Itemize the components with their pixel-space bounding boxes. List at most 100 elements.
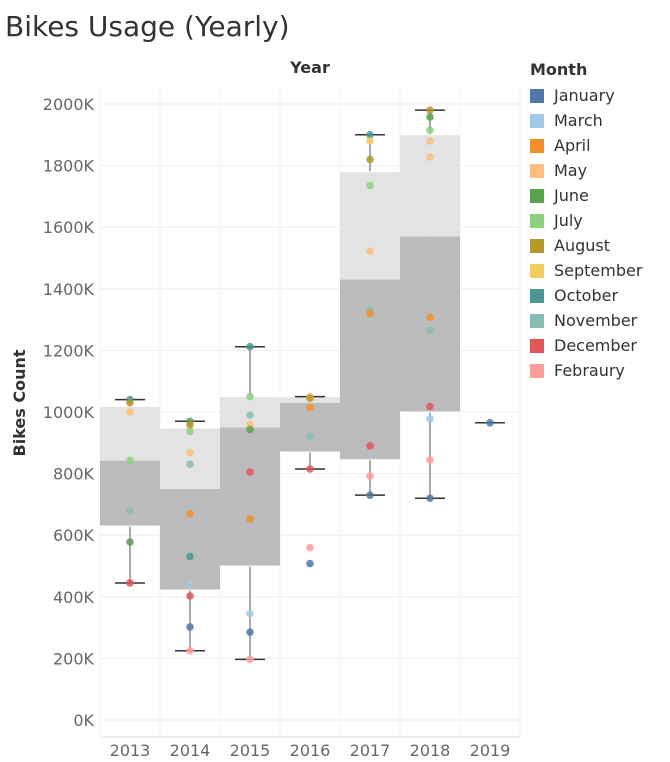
legend-item-april[interactable]: April — [530, 133, 642, 158]
legend-item-may[interactable]: May — [530, 158, 642, 183]
y-tick-label: 0K — [73, 711, 94, 730]
legend-swatch — [530, 238, 544, 253]
point-april — [366, 309, 374, 318]
point-may — [186, 448, 194, 457]
legend-item-december[interactable]: December — [530, 333, 642, 358]
point-october — [246, 342, 254, 351]
legend-swatch — [530, 88, 544, 103]
legend-item-september[interactable]: September — [530, 258, 642, 283]
legend-swatch — [530, 313, 544, 328]
point-april — [186, 509, 194, 518]
point-january — [186, 623, 194, 631]
point-august — [306, 394, 314, 402]
y-tick-label: 600K — [53, 526, 95, 545]
legend-item-october[interactable]: October — [530, 283, 642, 308]
point-july — [426, 126, 434, 134]
legend-label: December — [554, 336, 637, 355]
point-june — [126, 538, 134, 546]
legend-label: July — [554, 211, 583, 230]
point-november — [126, 507, 134, 515]
box-2018 — [400, 109, 460, 499]
legend-swatch — [530, 363, 544, 378]
point-november — [306, 432, 314, 441]
legend-item-january[interactable]: January — [530, 83, 642, 108]
point-may — [426, 153, 434, 161]
legend-label: September — [554, 261, 643, 280]
legend-swatch — [530, 288, 544, 303]
y-tick-label: 400K — [53, 588, 95, 607]
point-january — [486, 418, 494, 427]
box-2017 — [340, 134, 400, 496]
x-tick-label: 2014 — [170, 741, 211, 760]
point-august — [186, 421, 194, 429]
point-october — [186, 552, 194, 561]
legend-item-march[interactable]: March — [530, 108, 642, 133]
legend-item-july[interactable]: July — [530, 208, 642, 233]
point-febraury — [186, 646, 194, 655]
legend-swatch — [530, 188, 544, 203]
point-august — [126, 398, 134, 407]
point-december — [306, 465, 314, 473]
point-febraury — [426, 455, 434, 464]
x-tick-label: 2015 — [230, 741, 271, 760]
upper-box — [160, 428, 220, 489]
point-march — [426, 414, 434, 423]
point-january — [426, 494, 434, 503]
legend-label: June — [554, 186, 589, 205]
point-november — [426, 326, 434, 335]
y-tick-label: 1200K — [43, 341, 95, 360]
point-december — [246, 468, 254, 476]
point-july — [186, 427, 194, 436]
y-tick-label: 2000K — [43, 95, 95, 114]
legend-label: November — [554, 311, 638, 330]
y-tick-label: 1800K — [43, 157, 95, 176]
point-december — [126, 579, 134, 587]
y-tick-label: 200K — [53, 649, 95, 668]
x-tick-label: 2016 — [290, 741, 331, 760]
data-points — [126, 106, 494, 664]
lower-box — [220, 427, 280, 566]
y-axis-ticks: 0K 200K 400K 600K 800K 1000K 1200K 1400K 1600K 18… — [43, 95, 95, 730]
point-november — [186, 460, 194, 469]
point-febraury — [306, 543, 314, 552]
point-may — [126, 408, 134, 416]
legend-title: Month — [530, 60, 588, 79]
y-tick-label: 1000K — [43, 403, 95, 422]
point-april — [426, 313, 434, 321]
point-december — [426, 402, 434, 411]
legend-label: March — [554, 111, 603, 130]
point-january — [366, 491, 374, 499]
legend-swatch — [530, 263, 544, 278]
y-tick-label: 1600K — [43, 218, 95, 237]
legend-item-august[interactable]: August — [530, 233, 642, 258]
upper-box — [400, 134, 460, 237]
x-tick-label: 2018 — [410, 741, 451, 760]
point-may — [246, 420, 254, 429]
point-august — [426, 106, 434, 114]
upper-box — [340, 171, 400, 280]
lower-box — [400, 236, 460, 412]
point-march — [246, 609, 254, 618]
y-tick-label: 800K — [53, 465, 95, 484]
column-header: Year — [289, 58, 330, 77]
legend-item-febraury[interactable]: Febraury — [530, 358, 642, 383]
lower-box — [160, 489, 220, 591]
point-august — [366, 155, 374, 164]
box-2013 — [100, 398, 160, 584]
point-febraury — [246, 655, 254, 664]
legend: Month January March April May June July August… — [530, 60, 642, 383]
point-march — [186, 580, 194, 589]
x-axis-ticks: 2013 2014 2015 2016 2017 2018 2019 — [110, 741, 511, 760]
legend-swatch — [530, 113, 544, 128]
y-tick-label: 1400K — [43, 280, 95, 299]
legend-item-june[interactable]: June — [530, 183, 642, 208]
point-april — [246, 515, 254, 523]
point-may — [426, 137, 434, 145]
legend-swatch — [530, 138, 544, 153]
legend-label: October — [554, 286, 619, 305]
chart-title: Bikes Usage (Yearly) — [5, 10, 290, 43]
point-june — [246, 425, 254, 434]
point-july — [126, 456, 134, 465]
legend-item-november[interactable]: November — [530, 308, 642, 333]
